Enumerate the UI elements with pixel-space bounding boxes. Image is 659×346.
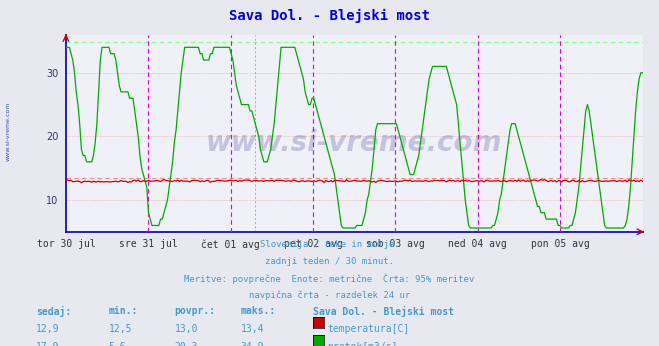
- Text: maks.:: maks.:: [241, 306, 275, 316]
- Text: 34,9: 34,9: [241, 342, 264, 346]
- Text: 12,9: 12,9: [36, 324, 60, 334]
- Text: navpična črta - razdelek 24 ur: navpična črta - razdelek 24 ur: [249, 290, 410, 300]
- Text: www.si-vreme.com: www.si-vreme.com: [206, 129, 502, 157]
- Text: 12,5: 12,5: [109, 324, 132, 334]
- Text: 5,6: 5,6: [109, 342, 127, 346]
- Text: Sava Dol. - Blejski most: Sava Dol. - Blejski most: [313, 306, 454, 317]
- Text: 13,0: 13,0: [175, 324, 198, 334]
- Text: pretok[m3/s]: pretok[m3/s]: [328, 342, 398, 346]
- Text: Sava Dol. - Blejski most: Sava Dol. - Blejski most: [229, 9, 430, 23]
- Text: min.:: min.:: [109, 306, 138, 316]
- Text: sedaj:: sedaj:: [36, 306, 71, 317]
- Text: Meritve: povprečne  Enote: metrične  Črta: 95% meritev: Meritve: povprečne Enote: metrične Črta:…: [185, 274, 474, 284]
- Text: 20,3: 20,3: [175, 342, 198, 346]
- Text: povpr.:: povpr.:: [175, 306, 215, 316]
- Text: www.si-vreme.com: www.si-vreme.com: [5, 102, 11, 161]
- Text: 13,4: 13,4: [241, 324, 264, 334]
- Text: zadnji teden / 30 minut.: zadnji teden / 30 minut.: [265, 257, 394, 266]
- Text: temperatura[C]: temperatura[C]: [328, 324, 410, 334]
- Text: 17,9: 17,9: [36, 342, 60, 346]
- Text: Slovenija / reke in morje.: Slovenija / reke in morje.: [260, 240, 399, 249]
